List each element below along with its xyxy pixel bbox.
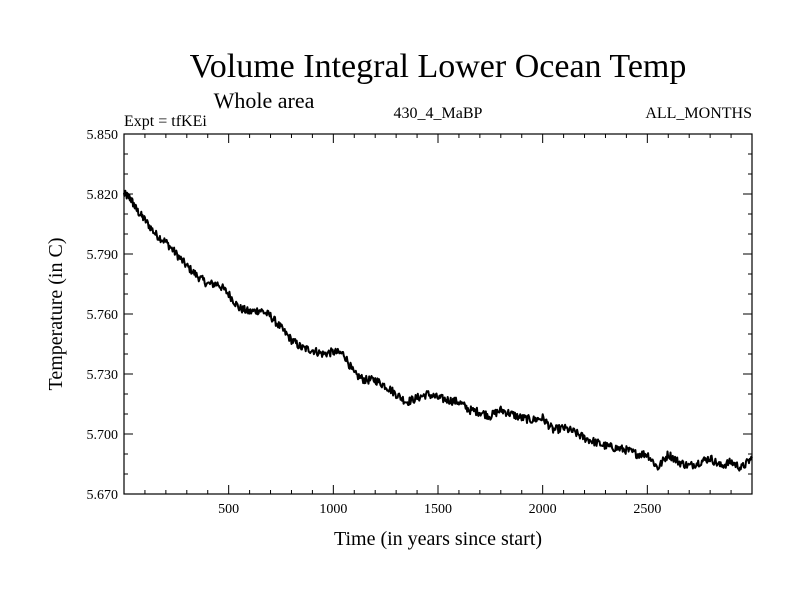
y-tick-label: 5.670	[87, 488, 119, 503]
y-tick-label: 5.700	[87, 428, 119, 443]
y-tick-label: 5.820	[87, 188, 119, 203]
chart-subtitle: Whole area	[214, 88, 315, 113]
y-axis-label: Temperature (in C)	[45, 238, 67, 391]
header-right: ALL_MONTHS	[645, 105, 752, 122]
y-tick-label: 5.760	[87, 308, 119, 323]
x-tick-label: 1000	[319, 502, 347, 517]
y-tick-label: 5.850	[87, 128, 119, 143]
header-center: 430_4_MaBP	[394, 105, 483, 122]
series-line	[123, 189, 753, 472]
header-left: Expt = tfKEi	[124, 113, 207, 130]
x-tick-label: 1500	[424, 502, 452, 517]
chart-title: Volume Integral Lower Ocean Temp	[190, 48, 687, 85]
x-axis-label: Time (in years since start)	[334, 528, 542, 550]
x-tick-label: 2000	[529, 502, 557, 517]
plot-frame	[123, 133, 753, 495]
y-tick-label: 5.790	[87, 248, 119, 263]
y-tick-label: 5.730	[87, 368, 119, 383]
axis-ticks	[124, 133, 752, 495]
x-tick-label: 2500	[633, 502, 661, 517]
x-tick-label: 500	[218, 502, 239, 517]
axis-tick-labels: 500 1000 1500 2000 2500 5.670 5.700 5.730 5.760 5…	[87, 128, 662, 517]
